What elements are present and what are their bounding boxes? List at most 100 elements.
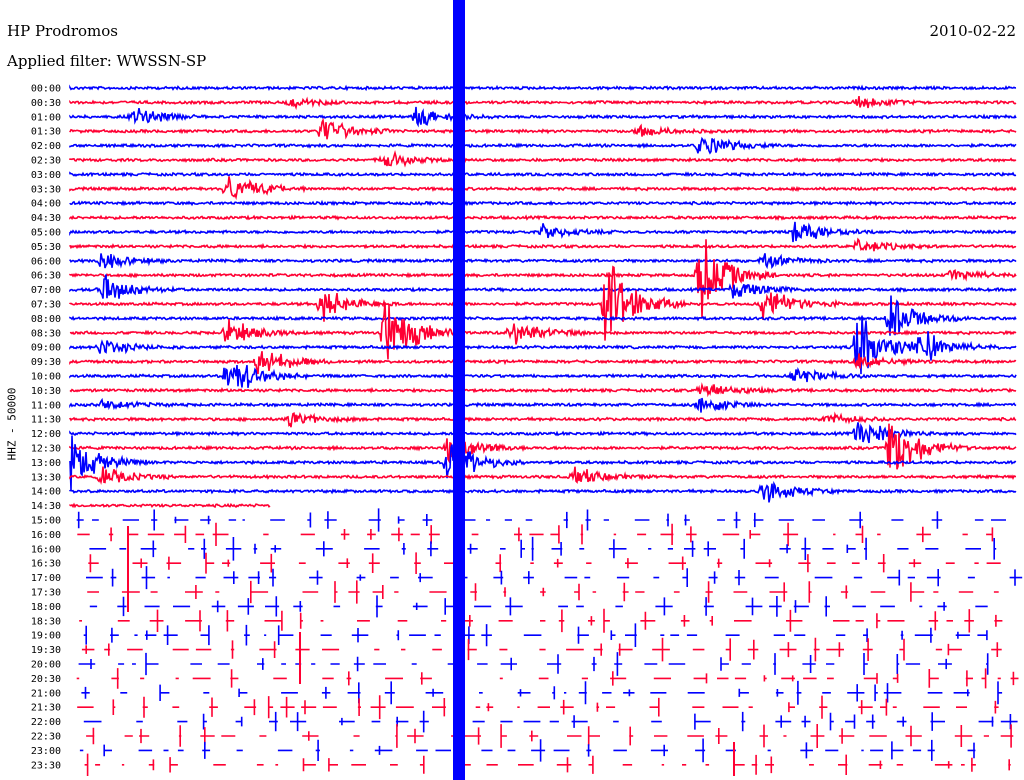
trace-row-36 [89,595,988,618]
trace-row-7 [69,176,1017,201]
saturated-signal-band [453,0,465,780]
trace-row-8 [69,199,1017,207]
row-tick-label: 23:00 [31,746,61,757]
trace-row-6 [69,171,1017,178]
trace-row-23 [69,411,1017,428]
row-tick-label: 09:30 [31,357,61,368]
row-tick-label: 06:00 [31,256,61,267]
row-tick-label: 23:30 [31,760,61,771]
station-title: HP Prodromos [7,22,118,40]
row-tick-label: 01:30 [31,127,61,138]
trace-row-20 [69,365,1017,388]
trace-row-32 [89,536,997,561]
trace-row-28 [69,480,1017,503]
row-tick-label: 12:30 [31,444,61,455]
trace-row-12 [69,253,1017,270]
row-tick-label: 14:00 [31,487,61,498]
row-tick-label: 00:00 [31,84,61,95]
row-tick-label: 19:00 [31,631,61,642]
row-tick-label: 01:00 [31,112,61,123]
row-tick-label: 02:00 [31,141,61,152]
row-tick-label: 03:00 [31,170,61,181]
row-tick-label: 11:30 [31,415,61,426]
row-tick-label: 20:30 [31,674,61,685]
trace-row-35 [87,580,999,604]
trace-row-34 [86,566,1023,590]
trace-row-30 [76,508,1006,532]
trace-row-9 [69,214,1017,221]
row-tick-label: 10:00 [31,372,61,383]
row-tick-label: 16:00 [31,530,61,541]
trace-row-25 [69,423,1017,470]
trace-row-33 [88,552,1001,574]
trace-row-17 [69,302,1017,360]
trace-row-37 [79,608,1003,633]
trace-row-27 [69,466,1017,485]
trace-row-0 [69,84,1017,92]
trace-row-19 [69,351,1017,375]
trace-row-44 [83,710,1018,733]
row-tick-label: 00:30 [31,98,61,109]
row-tick-label: 15:00 [31,516,61,527]
trace-row-3 [69,117,1017,140]
filter-label: Applied filter: WWSSN-SP [7,52,207,70]
row-tick-label: 13:30 [31,472,61,483]
row-tick-label: 12:00 [31,429,61,440]
date-label: 2010-02-22 [929,22,1016,40]
trace-row-13 [69,239,1017,319]
trace-row-46 [79,738,976,763]
trace-row-14 [69,274,1017,299]
row-tick-label: 22:00 [31,717,61,728]
trace-row-45 [86,724,1014,748]
row-tick-label: 07:30 [31,300,61,311]
row-tick-label: 18:00 [31,602,61,613]
row-tick-label: 08:00 [31,314,61,325]
row-tick-label: 13:00 [31,458,61,469]
row-tick-label: 02:30 [31,156,61,167]
row-tick-label: 14:30 [31,501,61,512]
row-tick-label: 10:30 [31,386,61,397]
trace-row-1 [69,95,1017,111]
trace-row-16 [69,295,1017,336]
row-tick-label: 05:30 [31,242,61,253]
row-tick-label: 20:00 [31,660,61,671]
trace-row-11 [69,237,1017,252]
trace-row-29 [69,502,271,509]
row-tick-label: 04:00 [31,199,61,210]
trace-row-38 [83,623,988,647]
row-tick-label: 05:00 [31,228,61,239]
row-tick-label: 21:00 [31,688,61,699]
trace-row-22 [69,397,1017,413]
trace-row-41 [76,668,1019,689]
row-tick-label: 07:00 [31,285,61,296]
row-tick-label: 17:00 [31,573,61,584]
row-tick-label: 08:30 [31,328,61,339]
trace-row-40 [78,652,989,676]
row-tick-label: 16:00 [31,544,61,555]
trace-row-18 [69,315,1017,375]
row-tick-label: 22:30 [31,732,61,743]
row-tick-label: 16:30 [31,559,61,570]
trace-row-10 [69,221,1017,243]
trace-row-42 [81,680,1003,705]
trace-row-24 [69,422,1017,444]
row-tick-label: 21:30 [31,703,61,714]
row-tick-label: 09:00 [31,343,61,354]
trace-row-39 [81,637,1002,662]
trace-row-31 [77,522,994,547]
row-tick-label: 11:00 [31,400,61,411]
row-tick-label: 03:30 [31,184,61,195]
row-tick-label: 19:30 [31,645,61,656]
trace-row-43 [77,695,999,720]
trace-row-4 [69,136,1017,155]
trace-row-5 [69,149,1017,168]
row-tick-label: 06:30 [31,271,61,282]
trace-row-2 [69,106,1017,128]
trace-row-26 [69,435,1017,491]
trace-row-15 [69,265,1017,341]
row-tick-label: 04:30 [31,213,61,224]
row-tick-label: 17:30 [31,588,61,599]
trace-row-47 [84,753,1011,776]
row-tick-label: 18:30 [31,616,61,627]
